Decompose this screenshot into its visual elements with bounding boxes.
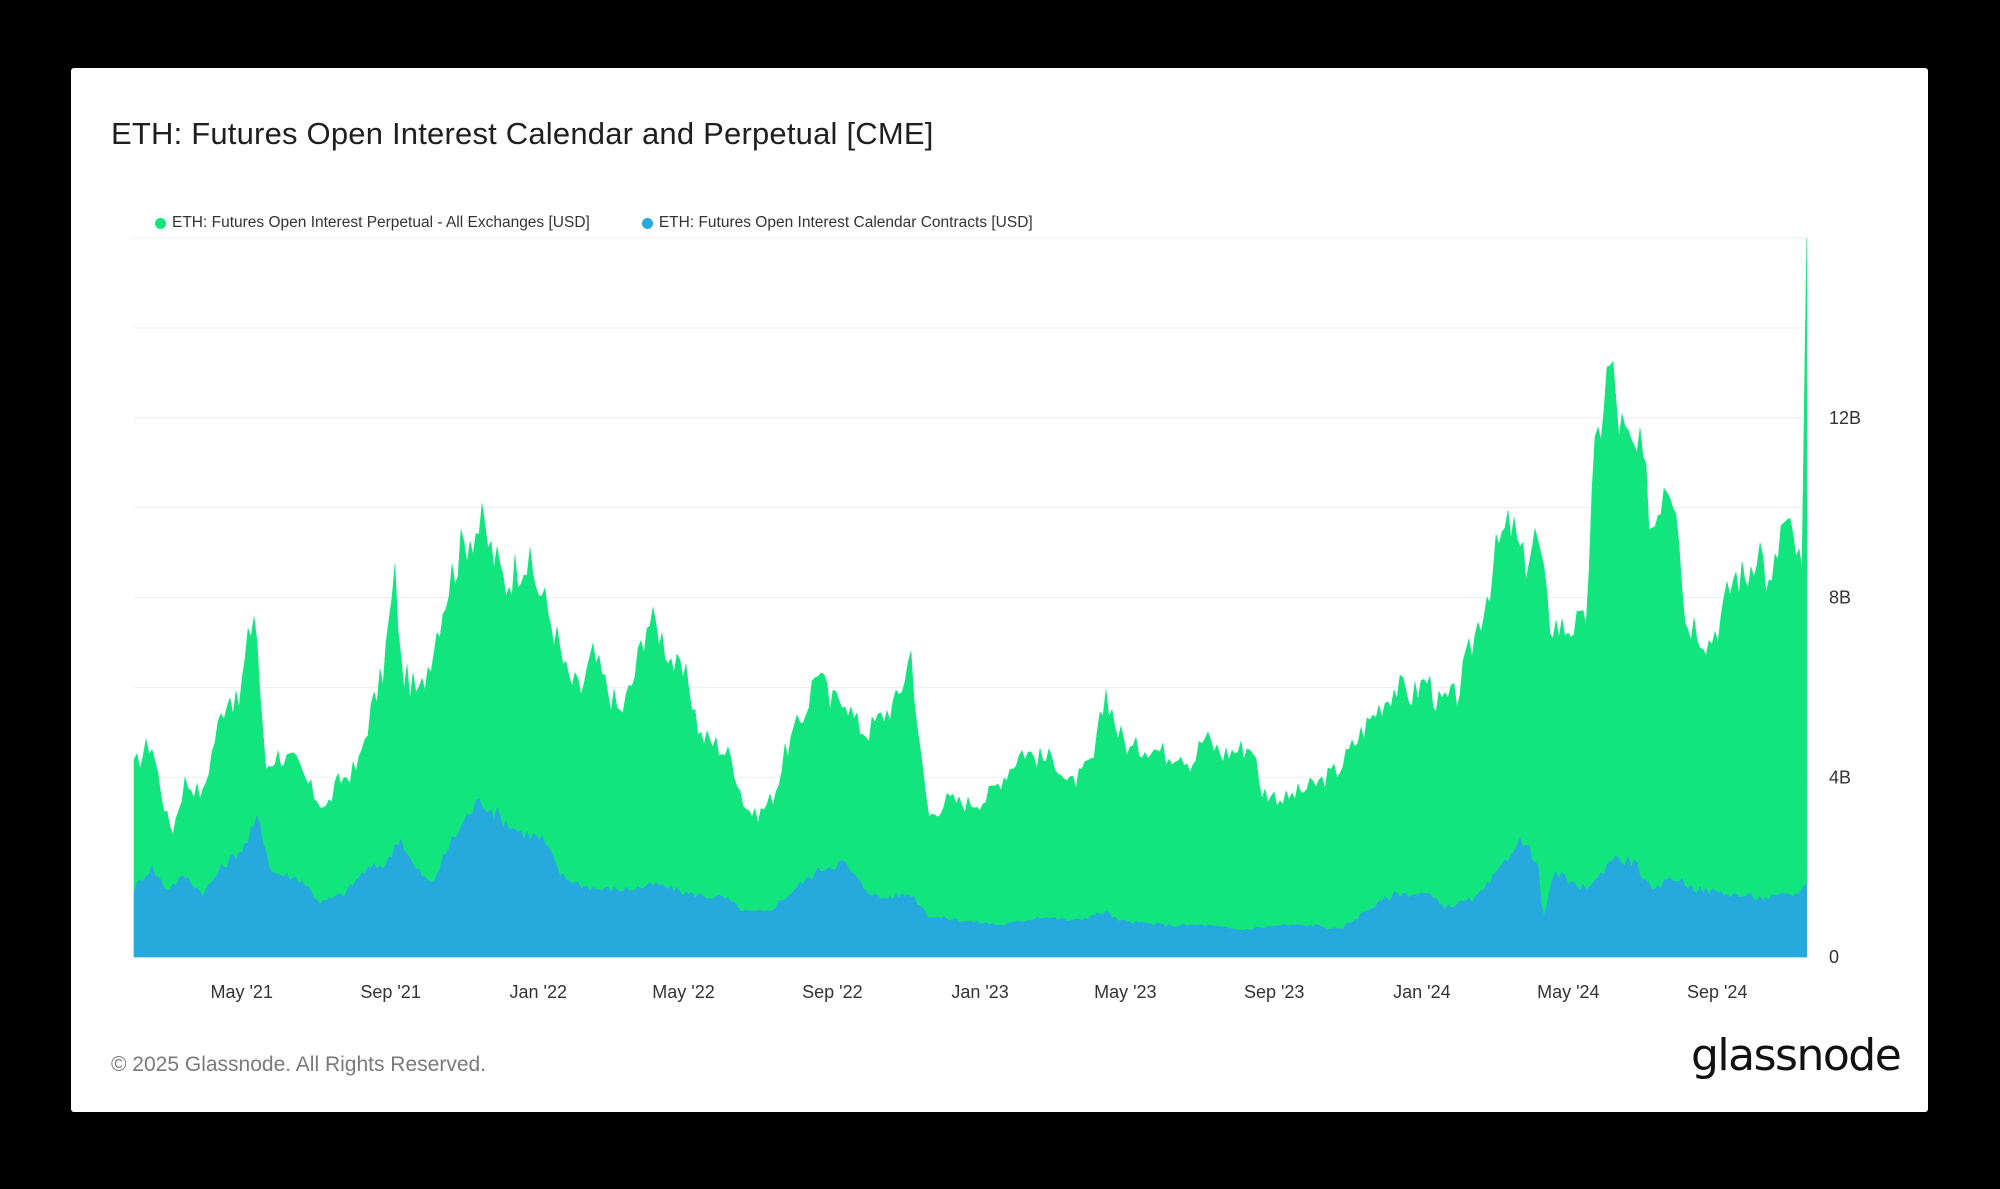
x-tick-label: Sep '24 xyxy=(1687,982,1748,1002)
x-tick-label: Jan '23 xyxy=(951,982,1008,1002)
legend-item-perpetual[interactable]: ETH: Futures Open Interest Perpetual - A… xyxy=(155,214,590,232)
x-tick-label: May '23 xyxy=(1094,982,1156,1002)
series-area-calendar[interactable] xyxy=(133,797,1808,958)
legend-label-perpetual: ETH: Futures Open Interest Perpetual - A… xyxy=(172,214,590,231)
series-area-perpetual[interactable] xyxy=(133,237,1808,958)
x-tick-label: Sep '21 xyxy=(360,982,421,1002)
legend-item-calendar[interactable]: ETH: Futures Open Interest Calendar Cont… xyxy=(641,214,1033,232)
y-tick-label: 4B xyxy=(1829,767,1851,787)
series-areas xyxy=(133,237,1808,958)
x-tick-label: Sep '23 xyxy=(1244,982,1305,1002)
chart-plot: 0 4B 8B 12B May '21 Sep '21 Jan '22 May '22 Sep… xyxy=(133,237,1861,1002)
legend-dot-perpetual xyxy=(155,217,166,229)
glassnode-logo: glassnode xyxy=(1691,1030,1902,1081)
x-tick-label: May '24 xyxy=(1537,982,1599,1002)
x-tick-label: Jan '24 xyxy=(1393,982,1450,1002)
chart-title: ETH: Futures Open Interest Calendar and … xyxy=(111,116,934,151)
y-tick-label: 12B xyxy=(1829,408,1861,428)
legend-label-calendar: ETH: Futures Open Interest Calendar Cont… xyxy=(658,214,1033,231)
legend-dot-calendar xyxy=(641,217,653,229)
x-tick-label: Sep '22 xyxy=(802,982,863,1002)
x-axis-ticks: May '21 Sep '21 Jan '22 May '22 Sep '22 Jan '… xyxy=(210,982,1747,1002)
y-tick-label: 0 xyxy=(1829,947,1839,967)
legend: ETH: Futures Open Interest Perpetual - A… xyxy=(155,212,1085,234)
copyright-footer: © 2025 Glassnode. All Rights Reserved. xyxy=(111,1053,487,1076)
x-tick-label: May '22 xyxy=(652,982,714,1002)
y-tick-label: 8B xyxy=(1829,588,1851,608)
chart-card: ETH: Futures Open Interest Calendar and … xyxy=(71,68,1928,1112)
x-tick-label: May '21 xyxy=(210,982,272,1002)
x-tick-label: Jan '22 xyxy=(510,982,567,1002)
y-axis-ticks: 0 4B 8B 12B xyxy=(1829,408,1861,967)
